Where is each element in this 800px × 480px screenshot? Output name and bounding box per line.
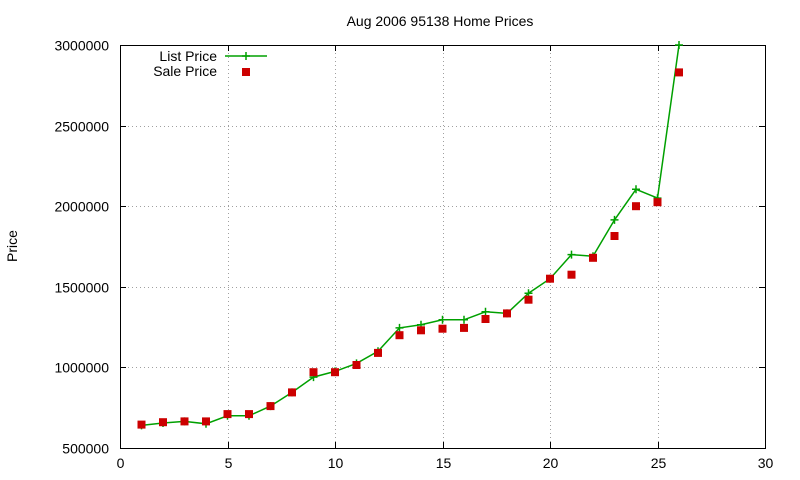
x-tick-label: 15 [436, 455, 452, 471]
sale-price-point [374, 348, 382, 357]
legend-label-sale-price: Sale Price [153, 63, 217, 79]
sale-price-point [675, 68, 683, 77]
sale-price-point [331, 368, 339, 377]
sale-price-point [180, 417, 189, 426]
x-tick-label: 10 [328, 455, 344, 471]
sale-price-point [503, 309, 511, 318]
axis-ticks: 0 5 10 15 20 25 30 500000 1000000 1500000 2000000 2… [54, 38, 773, 472]
y-tick-label: 500000 [62, 441, 109, 457]
sale-price-point [589, 253, 597, 262]
y-axis-label: Price [4, 230, 20, 262]
series-line-list-price [141, 44, 680, 427]
sale-price-point [481, 315, 490, 323]
x-tick-label: 0 [117, 455, 125, 471]
sale-price-point [266, 402, 275, 411]
sale-price-point [223, 410, 232, 419]
data-series [137, 41, 683, 430]
list-price-point [675, 41, 683, 49]
y-tick-label: 2000000 [54, 199, 109, 215]
list-price-point [632, 185, 640, 194]
x-tick-label: 25 [651, 455, 667, 471]
legend-label-list-price: List Price [159, 48, 217, 64]
sale-price-point [202, 417, 210, 426]
sale-price-point [288, 388, 296, 397]
x-tick-label: 30 [758, 455, 774, 471]
sale-price-point [137, 420, 146, 429]
sale-price-point [632, 202, 640, 211]
y-tick-label: 3000000 [54, 38, 109, 54]
list-price-point [460, 315, 468, 324]
legend-marker-list-price [242, 52, 250, 60]
sale-price-point [309, 368, 318, 377]
sale-price-point [395, 331, 404, 340]
grid-lines [120, 45, 765, 448]
sale-price-point [653, 198, 662, 207]
chart-title: Aug 2006 95138 Home Prices [347, 13, 534, 29]
sale-price-point [352, 361, 361, 369]
y-tick-label: 1000000 [54, 360, 109, 376]
sale-price-point [567, 270, 576, 279]
x-tick-label: 20 [543, 455, 559, 471]
sale-price-point [460, 323, 468, 332]
sale-price-point [245, 410, 253, 419]
sale-price-point [159, 418, 167, 427]
list-price-point [481, 307, 490, 316]
list-price-point [395, 323, 404, 332]
sale-price-point [546, 274, 554, 283]
legend-marker-sale-price [242, 68, 250, 76]
y-tick-label: 1500000 [54, 280, 109, 296]
list-price-point [610, 215, 619, 224]
list-price-point [567, 250, 576, 259]
sale-price-point [610, 232, 619, 240]
y-tick-label: 2500000 [54, 119, 109, 135]
x-tick-label: 5 [225, 455, 233, 471]
list-price-point [438, 315, 447, 324]
sale-price-point [438, 324, 447, 333]
sale-price-point [417, 326, 425, 335]
sale-price-point [524, 295, 533, 304]
